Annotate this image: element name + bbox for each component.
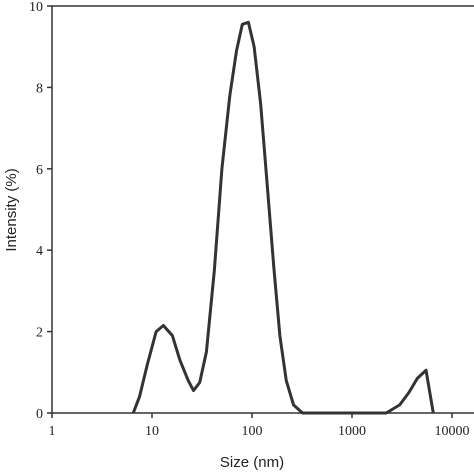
y-tick-label: 8 — [36, 81, 43, 96]
y-tick-label: 0 — [36, 407, 43, 422]
x-tick-label: 1000 — [338, 424, 366, 439]
y-tick-label: 6 — [36, 163, 43, 178]
line-series — [131, 20, 435, 415]
x-tick-label: 100 — [242, 424, 263, 439]
x-tick-label: 10000 — [435, 424, 470, 439]
x-axis-label: Size (nm) — [220, 454, 284, 471]
y-axis-label: Intensity (%) — [3, 168, 20, 251]
x-tick-label: 10 — [145, 424, 159, 439]
y-tick-label: 2 — [36, 326, 43, 341]
y-tick-label: 4 — [36, 244, 43, 259]
y-tick-label: 10 — [29, 0, 43, 15]
x-tick-label: 1 — [49, 424, 56, 439]
